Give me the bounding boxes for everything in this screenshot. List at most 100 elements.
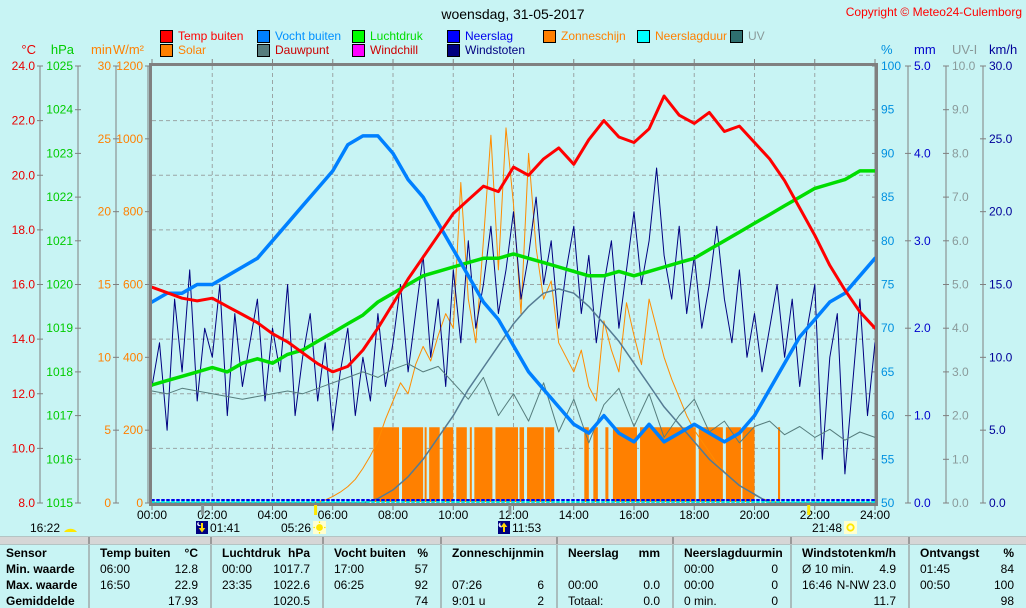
- legend-label: Neerslag: [465, 29, 514, 43]
- row-label: Gemiddelde: [6, 593, 75, 608]
- table-header-luchtdruk: Luchtdruk hPa: [210, 545, 322, 561]
- cell-time: Ø 10 min.: [802, 562, 855, 576]
- legend-label: Temp buiten: [178, 29, 244, 43]
- legend-item-neerslag: Neerslag: [447, 30, 513, 43]
- table-header-windstoten: Windstoten km/h: [790, 545, 908, 561]
- table-header-ontvangst: Ontvangst%: [908, 545, 1026, 561]
- table-cell-min-waarde-temp-buiten: 06:00 12.8: [88, 561, 210, 577]
- legend-label: Solar: [178, 43, 207, 57]
- table-cell-gemiddelde-zonneschijn: 9:01 u 2: [440, 593, 556, 608]
- legend-swatch-luchtdruk: [352, 30, 365, 43]
- table-cell-gemiddelde-luchtdruk: 1020.5: [210, 593, 322, 608]
- axis-tick-label: 600: [123, 278, 143, 292]
- axis-unit-mm: mm: [914, 42, 936, 57]
- cell-value: 17.93: [167, 593, 198, 608]
- legend-item-vocht-buiten: Vocht buiten: [257, 30, 341, 43]
- moonset-time-label: 01:41: [210, 520, 241, 535]
- legend-swatch-solar: [160, 44, 173, 57]
- series-dewpoint-line: [151, 363, 876, 444]
- axis-tick-label: 2.0: [952, 409, 969, 423]
- cell-value: 2: [537, 593, 544, 608]
- axis-tick-label: 2.0: [914, 321, 931, 335]
- legend-item-windstoten: Windstoten: [447, 44, 525, 57]
- axis-tick-label: 1019: [46, 321, 73, 335]
- table-cell-gemiddelde-vocht-buiten: 74: [322, 593, 440, 608]
- axis-tick-label: 22.0: [12, 114, 36, 128]
- table-cell-max-waarde-neerslagduur: 00:00 0: [672, 577, 790, 593]
- cell-time: 00:00: [568, 578, 599, 592]
- sunrise-time-label: 05:26: [281, 520, 312, 535]
- axis-tick-label: 3.0: [914, 234, 931, 248]
- sunset-time-label: 21:48: [812, 520, 843, 535]
- moon-rise-icon: [498, 521, 510, 534]
- axis-tick-label: 50: [881, 496, 895, 510]
- sun-moon-tick: [201, 505, 205, 515]
- axis-tick-label: 12.0: [12, 387, 36, 401]
- table-cell-max-waarde-neerslag: 00:00 0.0: [556, 577, 672, 593]
- axis-tick-label: 800: [123, 205, 143, 219]
- axis-tick-label: 1200: [116, 59, 143, 73]
- sun-moon-tick: [508, 505, 512, 515]
- cell-value: 84: [1000, 562, 1014, 576]
- table-cell-max-waarde-vocht-buiten: 06:25 92: [322, 577, 440, 593]
- ruler-notch: [88, 537, 90, 544]
- table-cell-min-waarde-neerslag: [556, 561, 672, 577]
- axis-tick-label: 30.0: [989, 59, 1013, 73]
- cell-value: 92: [414, 578, 428, 592]
- table-header-temp-buiten: Temp buiten °C: [88, 545, 210, 561]
- axis-tick-label: 5: [104, 423, 111, 437]
- axis-unit-km-h: km/h: [989, 42, 1017, 57]
- moon-set-icon: [196, 521, 208, 534]
- table-cell-min-waarde-windstoten: Ø 10 min. 4.9: [790, 561, 908, 577]
- cell-time: Totaal:: [568, 593, 604, 608]
- legend-label: Dauwpunt: [275, 43, 330, 57]
- axis-tick-label: 6.0: [952, 234, 969, 248]
- column-name: Luchtdruk: [222, 546, 281, 560]
- column-unit: min: [522, 546, 545, 560]
- table-cell-gemiddelde-ontvangst: 98: [908, 593, 1026, 608]
- series-pressure-line: [150, 169, 877, 387]
- cell-value: 100: [993, 578, 1014, 592]
- table-cell-gemiddelde-windstoten: 11.7: [790, 593, 908, 608]
- sunshine-bar: [424, 427, 427, 502]
- row-label: Max. waarde: [6, 578, 78, 592]
- axis-tick-label: 15.0: [989, 278, 1013, 292]
- table-cell-min-waarde-vocht-buiten: 17:00 57: [322, 561, 440, 577]
- axis-tick-label: 10.0: [952, 59, 976, 73]
- axis-tick-label: 1017: [46, 409, 73, 423]
- table-cell-gemiddelde-neerslagduur: 0 min. 0: [672, 593, 790, 608]
- sunshine-bar: [429, 427, 440, 502]
- sunshine-bar: [469, 427, 472, 502]
- axis-tick-label: 7.0: [952, 190, 969, 204]
- axis-tick-label: 1024: [46, 103, 73, 117]
- moonrise-time: 11:53: [498, 520, 541, 535]
- table-cell-min-waarde-ontvangst: 01:45 84: [908, 561, 1026, 577]
- cell-time: 06:00: [100, 562, 131, 576]
- weather-chart-plot: 8.010.012.014.016.018.020.022.024.0°C101…: [12, 42, 1018, 522]
- axis-unit--c: °C: [21, 42, 36, 57]
- axis-tick-label: 5.0: [952, 278, 969, 292]
- table-cell-max-waarde-luchtdruk: 23:35 1022.6: [210, 577, 322, 593]
- page-title: woensdag, 31-05-2017: [441, 6, 585, 22]
- legend-swatch-uv: [730, 30, 743, 43]
- cell-value: 22.9: [174, 578, 198, 592]
- copyright-text: Copyright © Meteo24-Culemborg: [845, 5, 1022, 19]
- column-name: Sensor: [6, 546, 47, 560]
- axis-tick-label: 1.0: [914, 409, 931, 423]
- axis-tick-label: 25.0: [989, 132, 1013, 146]
- axis-tick-label: 1020: [46, 278, 73, 292]
- axis-tick-label: 1025: [46, 59, 73, 73]
- x-axis-label: 18:00: [679, 508, 709, 522]
- axis-tick-label: 1022: [46, 190, 73, 204]
- sunshine-bar: [777, 427, 781, 502]
- axis-tick-label: 18.0: [12, 223, 36, 237]
- legend-item-dauwpunt: Dauwpunt: [257, 44, 329, 57]
- sunshine-bar: [593, 427, 598, 502]
- axis-tick-label: 200: [123, 423, 143, 437]
- legend-swatch-zonneschijn: [543, 30, 556, 43]
- cell-time: 00:00: [684, 578, 715, 592]
- x-axis-label: 12:00: [498, 508, 528, 522]
- sunshine-bar: [605, 427, 609, 502]
- cell-value: 1022.6: [273, 578, 310, 592]
- legend-item-uv: UV: [730, 30, 765, 43]
